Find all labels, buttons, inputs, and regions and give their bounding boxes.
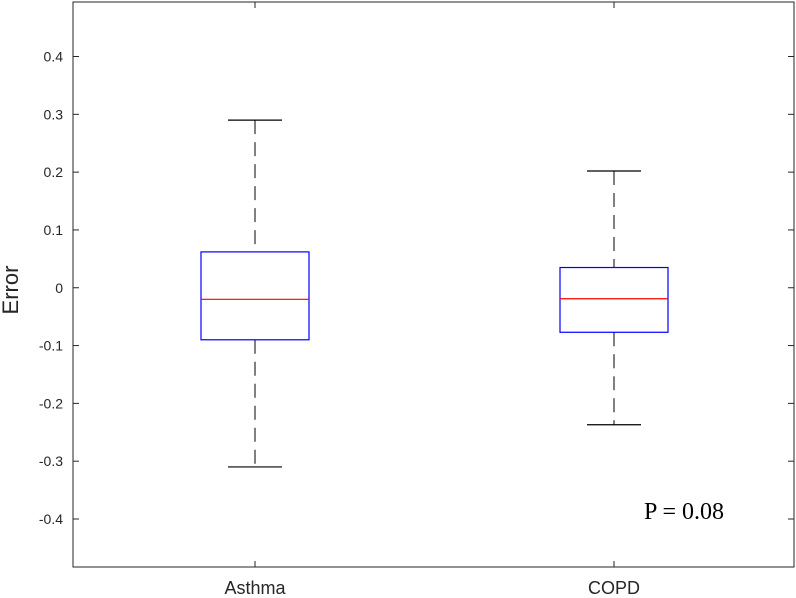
box-asthma [200, 119, 310, 468]
y-tick-label: 0 [55, 280, 63, 296]
y-tick-label: 0.4 [44, 49, 64, 65]
iqr-box [200, 251, 310, 341]
y-tick-label: -0.2 [39, 395, 63, 411]
y-axis-title: Error [0, 266, 23, 315]
plot-frame [72, 1, 795, 568]
y-tick-label: -0.4 [39, 511, 63, 527]
y-tick-label: 0.3 [44, 106, 64, 122]
iqr-box [559, 266, 669, 333]
x-category-label: COPD [588, 578, 640, 598]
y-tick-label: -0.3 [39, 453, 63, 469]
x-category-label: Asthma [224, 578, 286, 598]
boxes-layer [200, 119, 669, 468]
y-tick-label: 0.1 [44, 222, 64, 238]
y-tick-label: -0.1 [39, 338, 63, 354]
box-copd [559, 170, 669, 426]
y-axis: 0.4 0.3 0.2 0.1 0 -0.1 -0.2 -0.3 -0.4 [39, 49, 794, 527]
y-tick-label: 0.2 [44, 164, 64, 180]
p-value-annotation: P = 0.08 [644, 499, 724, 525]
x-axis: Asthma COPD [224, 2, 640, 598]
